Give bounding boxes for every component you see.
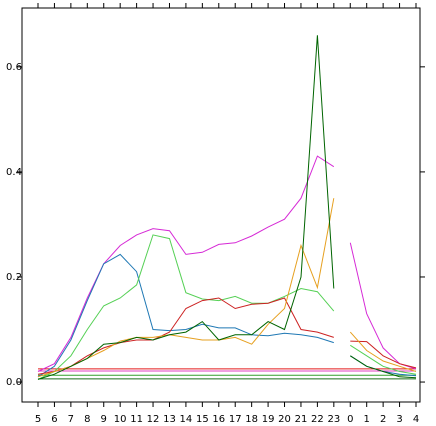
x-tick-label: 7 [68, 414, 74, 425]
x-tick-label: 19 [262, 414, 275, 425]
x-tick-label: 4 [413, 414, 419, 425]
x-tick-label: 11 [130, 414, 143, 425]
series-line [37, 253, 334, 378]
series-line [37, 35, 335, 380]
x-tick-label: 16 [212, 414, 225, 425]
x-tick-label: 21 [295, 414, 308, 425]
x-tick-label: 18 [245, 414, 258, 425]
series-line [350, 344, 417, 375]
x-tick-label: 17 [229, 414, 242, 425]
x-tick-label: 1 [364, 414, 370, 425]
series-line [349, 331, 417, 372]
series-line [37, 234, 335, 380]
series-line [37, 198, 335, 378]
y-tick-label: 0.0 [6, 377, 22, 388]
x-tick-label: 5 [35, 414, 41, 425]
x-tick-label: 15 [196, 414, 209, 425]
x-tick-label: 14 [180, 414, 193, 425]
x-tick-label: 9 [101, 414, 107, 425]
series-line [350, 340, 417, 369]
x-tick-label: 12 [147, 414, 160, 425]
y-tick-label: 0.6 [6, 62, 22, 73]
y-tick-label: 0.2 [6, 272, 22, 283]
x-tick-label: 3 [396, 414, 402, 425]
x-tick-label: 13 [163, 414, 176, 425]
x-tick-label: 10 [114, 414, 127, 425]
x-tick-label: 20 [278, 414, 291, 425]
x-tick-label: 23 [327, 414, 340, 425]
x-tick-label: 6 [51, 414, 57, 425]
series-line [349, 242, 417, 370]
series-line [350, 355, 417, 379]
x-tick-label: 8 [84, 414, 90, 425]
y-tick-label: 0.4 [6, 167, 22, 178]
plot-frame [21, 7, 421, 403]
x-tick-label: 2 [380, 414, 386, 425]
x-tick-label: 22 [311, 414, 324, 425]
series-line [37, 297, 334, 375]
series-line [37, 155, 335, 372]
x-tick-label: 0 [347, 414, 353, 425]
